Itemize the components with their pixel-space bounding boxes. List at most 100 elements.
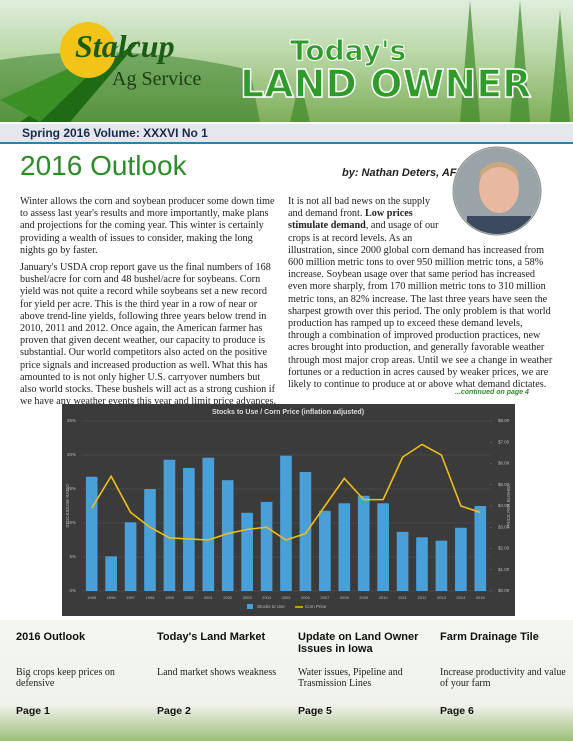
x-tick-label: 2001 xyxy=(204,595,214,600)
bar xyxy=(299,472,312,591)
y2-tick-label: $8.00 xyxy=(498,418,510,423)
x-tick-label: 1999 xyxy=(165,595,175,600)
bar xyxy=(163,459,176,591)
title-main: LAND OWNER xyxy=(239,61,532,107)
footer-title: Today's Land Market xyxy=(157,631,266,643)
footer-page: Page 1 xyxy=(16,705,50,717)
x-tick-label: 2007 xyxy=(320,595,330,600)
y-tick-label: 15% xyxy=(67,486,76,491)
bar xyxy=(144,489,156,591)
y-axis-title: STOCKS/USE RATIO xyxy=(65,484,70,528)
bar xyxy=(319,510,331,591)
byline: by: Nathan Deters, AFM xyxy=(342,167,466,179)
photo-space xyxy=(446,196,554,244)
bar xyxy=(377,503,389,591)
bar xyxy=(202,457,215,591)
right-column: It is not all bad news on the supply and… xyxy=(288,196,554,392)
x-tick-label: 1997 xyxy=(126,595,136,600)
y-tick-label: 25% xyxy=(67,418,76,423)
bar xyxy=(105,556,117,591)
x-tick-label: 2010 xyxy=(379,595,389,600)
x-tick-label: 2008 xyxy=(340,595,350,600)
title-top: Today's xyxy=(289,34,407,68)
x-tick-label: 2012 xyxy=(418,595,428,600)
footer-desc: Water issues, Pipeline and Trasmission L… xyxy=(298,667,403,689)
logo-sub: Ag Service xyxy=(112,68,202,90)
x-tick-label: 2013 xyxy=(437,595,447,600)
legend-swatch xyxy=(247,604,253,609)
issue-band xyxy=(0,124,573,144)
y2-tick-label: $3.00 xyxy=(498,524,510,529)
bar xyxy=(221,480,234,591)
x-tick-label: 2015 xyxy=(476,595,486,600)
y-tick-label: 0% xyxy=(69,588,76,593)
bar xyxy=(455,527,467,591)
y2-tick-label: $1.00 xyxy=(498,567,510,572)
article-title: 2016 Outlook xyxy=(20,150,187,181)
text: It is not all bad news on the supply and… xyxy=(288,196,431,220)
x-tick-label: 2003 xyxy=(243,595,253,600)
paragraph: January's USDA crop report gave us the f… xyxy=(20,262,276,406)
bar xyxy=(416,537,428,591)
footer-page: Page 6 xyxy=(440,705,474,717)
header-art xyxy=(0,0,570,122)
logo-name: Stalcup xyxy=(75,28,175,64)
price-line xyxy=(91,443,481,541)
bar xyxy=(85,476,98,591)
bar xyxy=(280,455,292,591)
footer-item: 2016 Outlook Big crops keep prices on def… xyxy=(16,631,148,717)
left-column: Winter allows the corn and soybean produ… xyxy=(20,196,278,406)
x-tick-label: 1995 xyxy=(87,595,97,600)
legend-label: Corn Price xyxy=(305,604,327,609)
y-tick-label: 20% xyxy=(67,452,76,457)
author-photo xyxy=(452,146,542,236)
y2-tick-label: $7.00 xyxy=(498,439,510,444)
x-tick-label: 1998 xyxy=(146,595,156,600)
y-tick-label: 10% xyxy=(67,520,76,525)
footer-item: Today's Land Market Land market shows wea… xyxy=(157,631,289,717)
y2-axis-title: PRICE PER BUSHEL xyxy=(506,484,511,528)
x-tick-label: 2014 xyxy=(456,595,466,600)
footer-desc: Big crops keep prices on defensive xyxy=(16,667,115,689)
x-tick-label: 2004 xyxy=(262,595,272,600)
bar xyxy=(260,501,273,591)
x-tick-label: 2002 xyxy=(223,595,233,600)
header xyxy=(0,0,573,122)
footer-item: Farm Drainage Tile Increase productivity … xyxy=(440,631,572,717)
y-tick-label: 5% xyxy=(69,554,76,559)
y2-tick-label: $6.00 xyxy=(498,461,510,466)
continued: ...continued on page 4 xyxy=(455,389,529,396)
bar xyxy=(396,531,409,591)
bold-text: Low prices stimulate demand xyxy=(288,208,413,232)
bar xyxy=(338,503,351,591)
bar xyxy=(183,467,195,591)
y2-tick-label: $2.00 xyxy=(498,546,510,551)
y2-tick-label: $5.00 xyxy=(498,482,510,487)
y2-tick-label: $4.00 xyxy=(498,503,510,508)
footer-desc: Increase productivity and value of your … xyxy=(440,667,566,689)
x-tick-label: 2011 xyxy=(398,595,407,600)
bar xyxy=(124,522,137,591)
chart: Stocks to Use / Corn Price (inflation ad… xyxy=(62,404,515,616)
footer-bg xyxy=(0,620,573,741)
text: , and usage of our crops is at record le… xyxy=(288,220,553,391)
y2-tick-label: $0.00 xyxy=(498,588,510,593)
x-tick-label: 2005 xyxy=(282,595,292,600)
x-tick-label: 1996 xyxy=(107,595,117,600)
footer-title: Farm Drainage Tile xyxy=(440,631,539,643)
issue: Spring 2016 Volume: XXXVI No 1 xyxy=(22,126,208,140)
x-tick-label: 2006 xyxy=(301,595,311,600)
x-tick-label: 2009 xyxy=(359,595,369,600)
bar xyxy=(241,512,253,591)
bar xyxy=(357,495,370,591)
footer-page: Page 2 xyxy=(157,705,191,717)
x-tick-label: 2000 xyxy=(184,595,194,600)
bar xyxy=(474,506,487,591)
paragraph: Winter allows the corn and soybean produ… xyxy=(20,196,275,256)
bar xyxy=(435,540,448,591)
legend-label: Stocks to Use xyxy=(257,604,285,609)
footer-title: Update on Land Owner Issues in Iowa xyxy=(298,631,419,655)
footer-desc: Land market shows weakness xyxy=(157,667,277,678)
footer-title: 2016 Outlook xyxy=(16,631,86,643)
